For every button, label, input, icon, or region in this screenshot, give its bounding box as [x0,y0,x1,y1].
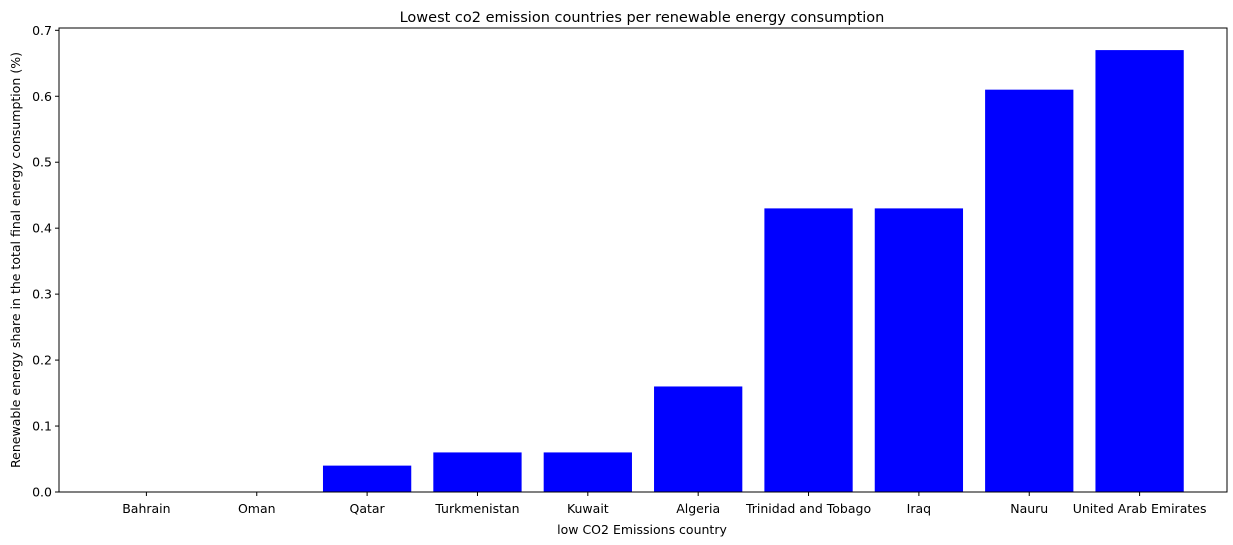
x-tick-label: Qatar [350,501,386,516]
x-axis-label: low CO2 Emissions country [557,522,727,537]
y-axis-ticks: 0.0 0.1 0.2 0.3 0.4 0.5 0.6 0.7 [32,23,59,500]
bar-nauru [985,89,1074,493]
x-tick-label: Oman [238,501,276,516]
bar-turkmenistan [433,452,522,492]
bar-iraq [874,208,964,493]
y-tick-label: 0.4 [32,221,52,236]
y-axis-label: Renewable energy share in the total fina… [8,52,23,468]
y-tick-label: 0.6 [32,89,52,104]
bar-algeria [654,386,743,492]
y-tick-label: 0.0 [32,485,52,500]
x-axis-ticks: Bahrain Oman Qatar Turkmenistan Kuwait Algeri… [122,492,1206,516]
x-tick-label: Algeria [676,501,720,516]
plot-frame [58,27,1228,493]
x-tick-label: United Arab Emirates [1073,501,1207,516]
bar-qatar [322,465,412,492]
bar-trinidad-and-tobago [764,208,853,493]
bars-group [322,50,1184,493]
x-tick-label: Bahrain [122,501,170,516]
x-tick-label: Turkmenistan [434,501,519,516]
y-tick-label: 0.5 [32,155,52,170]
chart-title: Lowest co2 emission countries per renewa… [400,10,885,26]
x-tick-label: Kuwait [567,501,609,516]
x-tick-label: Iraq [907,501,931,516]
y-tick-label: 0.3 [32,287,52,302]
bar-united-arab-emirates [1095,50,1184,492]
x-tick-label: Trinidad and Tobago [745,501,871,516]
bar-kuwait [543,452,632,492]
y-tick-label: 0.7 [32,23,52,38]
y-tick-label: 0.2 [32,353,52,368]
y-tick-label: 0.1 [32,419,52,434]
x-tick-label: Nauru [1010,501,1048,516]
